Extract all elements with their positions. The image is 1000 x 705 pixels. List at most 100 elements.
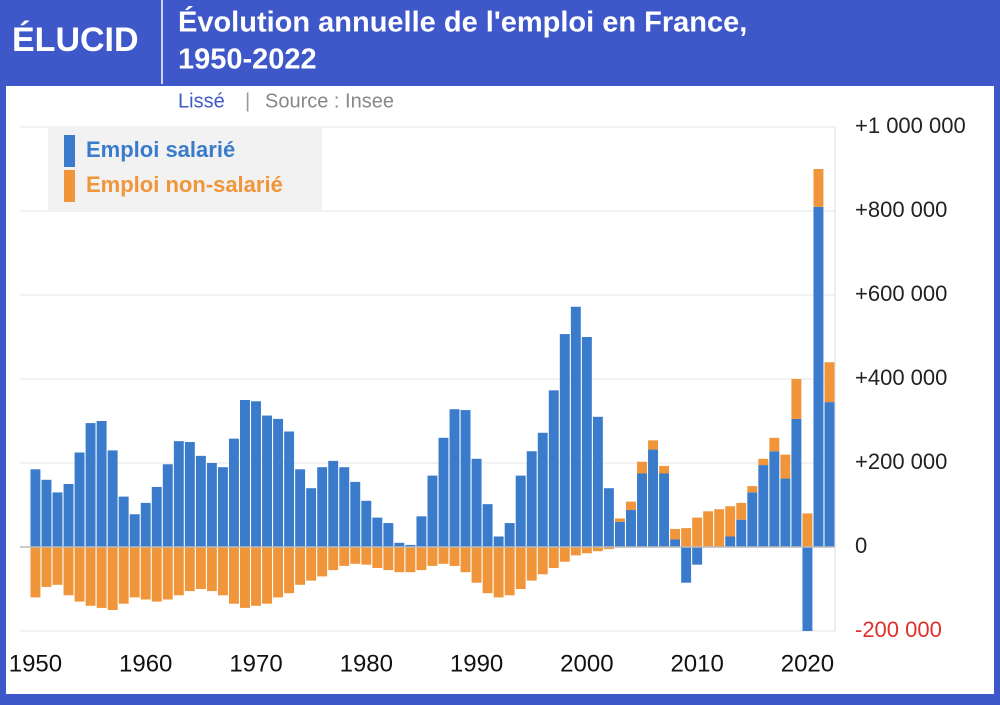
bar — [85, 423, 96, 547]
bar — [317, 547, 328, 577]
bar — [449, 409, 460, 547]
bar — [626, 510, 636, 547]
bar — [791, 379, 802, 419]
bar — [251, 547, 261, 606]
bar — [372, 547, 383, 568]
bar — [449, 547, 460, 566]
bar — [559, 547, 570, 562]
bar — [383, 523, 394, 547]
bar — [769, 437, 780, 452]
bar — [96, 421, 107, 547]
legend-box — [48, 127, 322, 210]
bar — [581, 337, 592, 547]
plot: -200 000 0 +200 000 +400 000 +600 000 +800 00… — [9, 113, 966, 678]
y-tick-label: +1 000 000 — [855, 113, 966, 138]
bar — [74, 452, 85, 547]
bar — [339, 547, 350, 566]
bar — [350, 547, 361, 564]
bar — [306, 488, 317, 547]
x-tick-label: 1980 — [340, 650, 393, 677]
bar — [416, 516, 427, 547]
bar — [173, 441, 184, 547]
chart-title: Évolution annuelle de l'emploi en France… — [178, 5, 747, 39]
bar — [802, 547, 813, 631]
x-tick-label: 1950 — [9, 650, 62, 677]
x-tick-label: 2020 — [781, 650, 834, 677]
bar — [240, 400, 250, 547]
bar — [284, 547, 295, 594]
source: Source : Insee — [265, 90, 394, 112]
bar — [614, 521, 625, 547]
bar — [802, 513, 813, 547]
bar — [824, 362, 835, 403]
bar — [747, 486, 758, 493]
bar — [394, 542, 405, 547]
bar — [328, 460, 339, 547]
bar — [129, 514, 140, 547]
legend-swatch — [64, 135, 75, 167]
bar — [670, 528, 681, 540]
bar — [626, 501, 636, 511]
bar — [361, 500, 372, 547]
bar — [339, 467, 350, 547]
bar — [780, 478, 791, 547]
bar — [30, 469, 41, 547]
bar — [206, 463, 217, 547]
bar — [648, 449, 658, 547]
y-tick-label: -200 000 — [855, 617, 942, 642]
bar — [559, 334, 570, 547]
bar — [725, 506, 736, 537]
bar — [162, 464, 173, 547]
bar — [405, 544, 416, 547]
bar — [217, 547, 228, 596]
bar — [460, 547, 471, 573]
bar — [592, 416, 603, 547]
bar — [493, 547, 504, 598]
bar — [317, 467, 328, 547]
bar — [515, 547, 526, 589]
bar — [251, 401, 261, 547]
bar — [295, 547, 306, 585]
bar — [361, 547, 372, 565]
bar — [515, 475, 526, 547]
bar — [659, 473, 670, 547]
bar — [780, 454, 791, 479]
bar — [581, 547, 592, 554]
bar — [592, 547, 603, 552]
legend-label: Emploi salarié — [86, 137, 235, 162]
bar — [504, 547, 515, 596]
y-tick-label: +600 000 — [855, 281, 947, 306]
bar — [228, 438, 239, 547]
bar — [85, 547, 96, 606]
y-tick-label: 0 — [855, 533, 867, 558]
bar — [692, 547, 703, 565]
footer: www.elucid.media — [861, 684, 951, 696]
bar — [548, 390, 559, 547]
bar — [140, 502, 151, 547]
bar — [372, 517, 383, 547]
bar — [107, 450, 118, 547]
chart-title: 1950-2022 — [178, 44, 317, 76]
bar — [758, 465, 769, 547]
bar — [416, 547, 427, 571]
bar — [107, 547, 118, 610]
bar — [504, 523, 515, 547]
bar — [295, 469, 306, 547]
bar — [405, 547, 416, 573]
bar — [129, 547, 140, 598]
bar — [228, 547, 239, 604]
bar — [681, 528, 692, 547]
bar — [30, 547, 41, 598]
bar — [736, 502, 747, 520]
bar — [151, 486, 162, 547]
bar — [195, 547, 206, 589]
bar — [537, 432, 548, 547]
bar — [824, 402, 835, 547]
x-tick-label: 1960 — [119, 650, 172, 677]
legend-label: Emploi non-salarié — [86, 172, 283, 197]
bar — [703, 511, 714, 547]
bar — [526, 547, 537, 581]
bar — [52, 492, 63, 547]
bar — [63, 484, 74, 547]
bar — [118, 547, 129, 604]
